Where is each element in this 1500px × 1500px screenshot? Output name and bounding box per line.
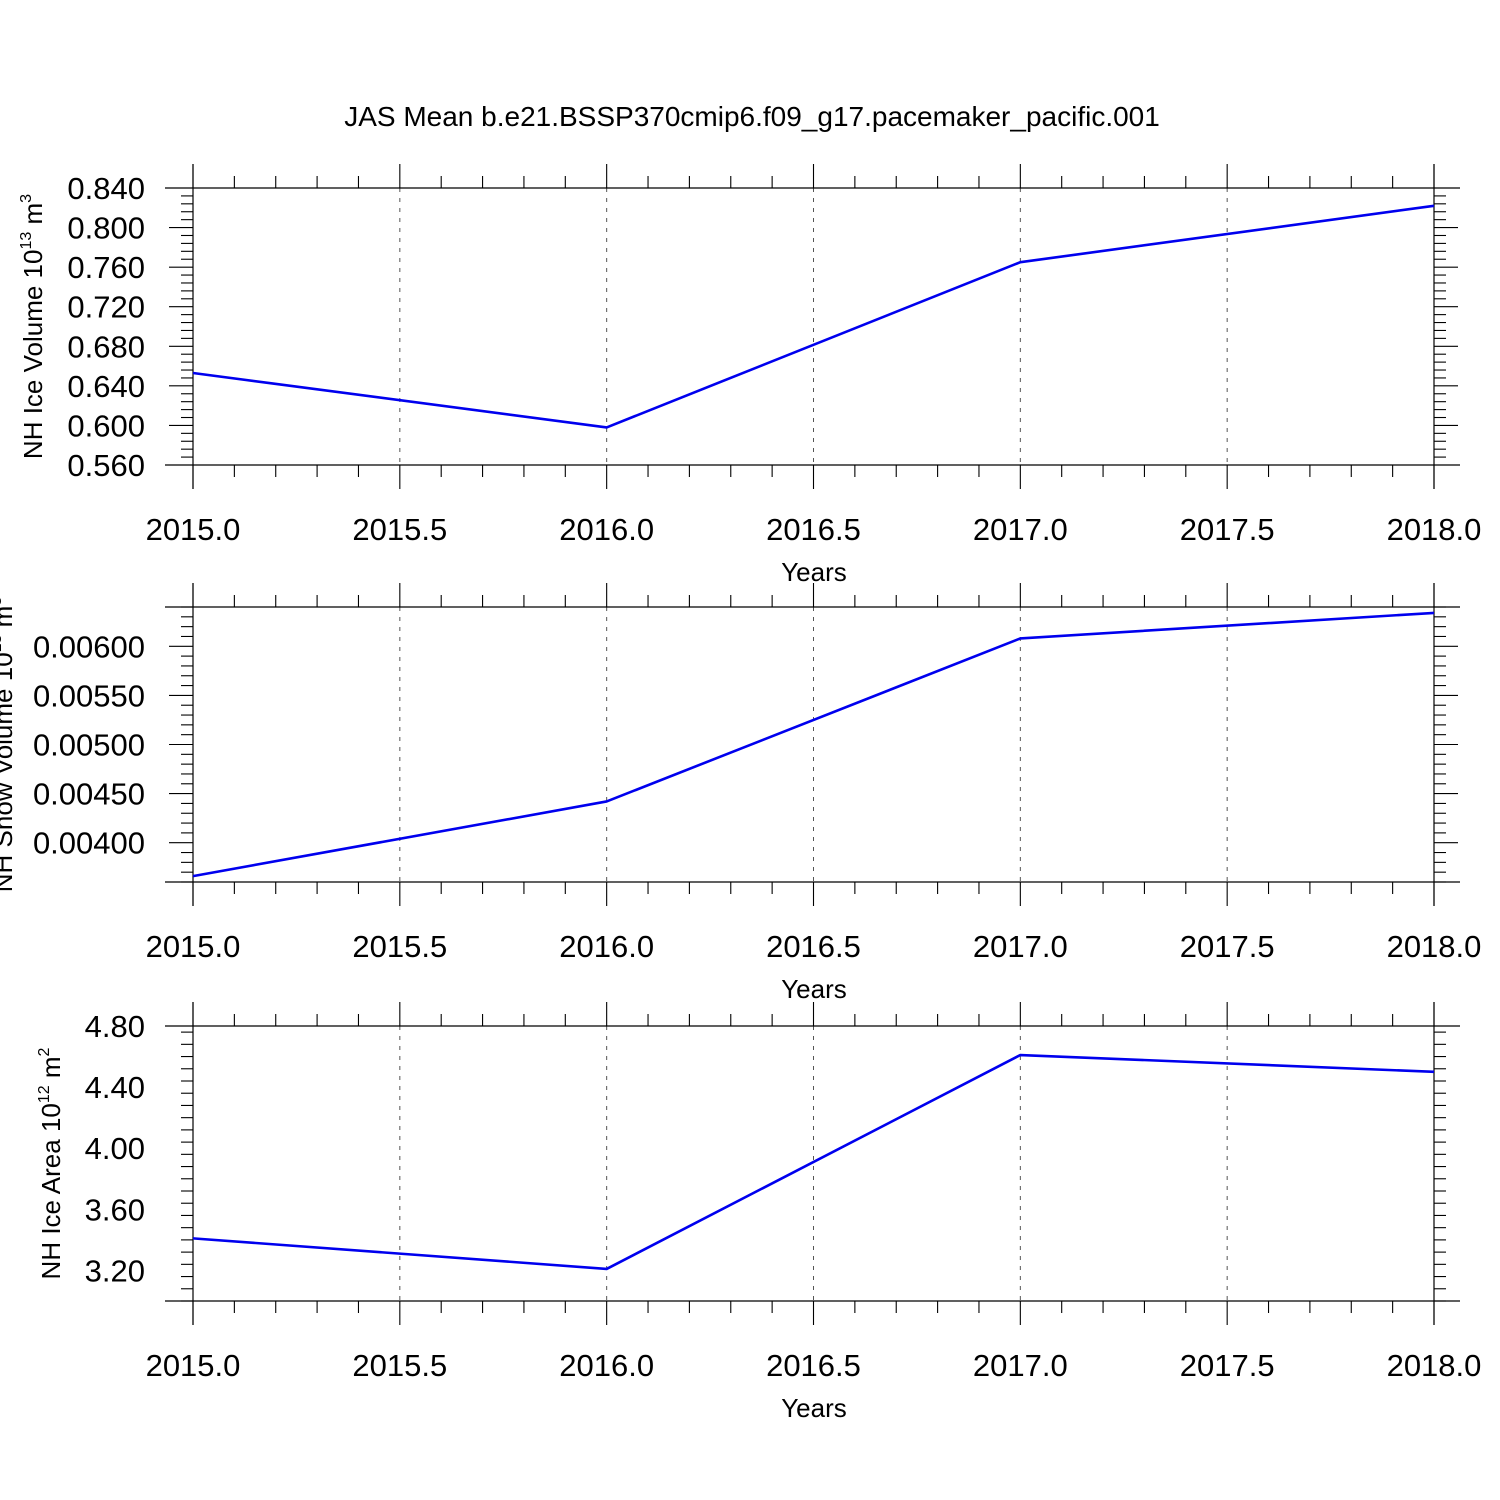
x-tick-label: 2016.5	[766, 1348, 861, 1383]
chart-panel-1: 2015.0 2015.5 2016.0 2016.5 2017.0 2017.5 2018…	[18, 164, 1481, 587]
y-axis-label: NH Snow Volume 1013 m3	[0, 597, 18, 893]
x-tick-label: 2016.0	[559, 929, 654, 964]
x-tick-label: 2017.5	[1180, 1348, 1275, 1383]
y-tick-label: 4.40	[85, 1070, 145, 1105]
y-axis-label: NH Ice Area 1012 m2	[36, 1047, 66, 1279]
y-tick-label: 3.20	[85, 1253, 145, 1288]
x-tick-label: 2018.0	[1387, 1348, 1482, 1383]
x-tick-label: 2017.5	[1180, 929, 1275, 964]
y-tick-label: 0.640	[67, 369, 145, 404]
y-axis-label-unit: m	[36, 1056, 66, 1085]
y-tick-label: 0.00550	[33, 678, 145, 713]
y-axis-label-exponent: 12	[36, 1085, 53, 1103]
y-axis-label-exponent: 13	[18, 232, 35, 250]
y-tick-label: 3.60	[85, 1192, 145, 1227]
x-tick-label: 2017.0	[973, 1348, 1068, 1383]
x-tick-label: 2016.0	[559, 1348, 654, 1383]
y-axis-label-unit: m	[0, 606, 18, 635]
x-tick-label: 2015.5	[352, 929, 447, 964]
y-axis-label-text: NH Ice Volume 10	[18, 250, 48, 460]
y-tick-label: 0.760	[67, 250, 145, 285]
y-axis-label-unit-exponent: 3	[0, 597, 5, 606]
x-tick-label: 2015.0	[146, 512, 241, 547]
x-tick-label: 2017.5	[1180, 512, 1275, 547]
x-tick-label: 2017.0	[973, 512, 1068, 547]
x-tick-label: 2016.5	[766, 929, 861, 964]
x-tick-label: 2016.0	[559, 512, 654, 547]
y-tick-label: 0.840	[67, 171, 145, 206]
y-tick-label: 0.720	[67, 290, 145, 325]
x-axis-label: Years	[781, 1393, 847, 1423]
figure-title: JAS Mean b.e21.BSSP370cmip6.f09_g17.pace…	[344, 101, 1160, 132]
y-axis-label-text: NH Ice Area 10	[36, 1103, 66, 1279]
series-line	[193, 613, 1434, 876]
y-tick-label: 4.00	[85, 1131, 145, 1166]
y-axis-label: NH Ice Volume 1013 m3	[18, 194, 48, 459]
x-tick-label: 2018.0	[1387, 929, 1482, 964]
x-tick-label: 2018.0	[1387, 512, 1482, 547]
x-tick-label: 2015.5	[352, 1348, 447, 1383]
chart-panel-3: 2015.0 2015.5 2016.0 2016.5 2017.0 2017.5 2018…	[36, 1002, 1481, 1423]
y-tick-label: 4.80	[85, 1009, 145, 1044]
x-tick-label: 2015.5	[352, 512, 447, 547]
y-axis-label-text: NH Snow Volume 10	[0, 652, 18, 892]
y-axis-label-exponent: 13	[0, 634, 5, 652]
y-axis-label-unit-exponent: 3	[18, 194, 35, 203]
x-tick-label: 2016.5	[766, 512, 861, 547]
y-axis-label-unit: m	[18, 203, 48, 232]
y-tick-label: 0.00450	[33, 777, 145, 812]
y-tick-label: 0.00600	[33, 629, 145, 664]
y-tick-label: 0.00500	[33, 728, 145, 763]
y-tick-label: 0.560	[67, 448, 145, 483]
y-axis-label-unit-exponent: 2	[36, 1047, 53, 1056]
y-tick-label: 0.800	[67, 211, 145, 246]
x-tick-label: 2015.0	[146, 929, 241, 964]
x-axis-label: Years	[781, 557, 847, 587]
x-tick-label: 2015.0	[146, 1348, 241, 1383]
y-tick-label: 0.680	[67, 329, 145, 364]
y-tick-label: 0.600	[67, 408, 145, 443]
x-tick-label: 2017.0	[973, 929, 1068, 964]
chart-panel-2: 2015.0 2015.5 2016.0 2016.5 2017.0 2017.5 2018…	[0, 583, 1481, 1004]
x-axis-label: Years	[781, 974, 847, 1004]
y-tick-label: 0.00400	[33, 826, 145, 861]
